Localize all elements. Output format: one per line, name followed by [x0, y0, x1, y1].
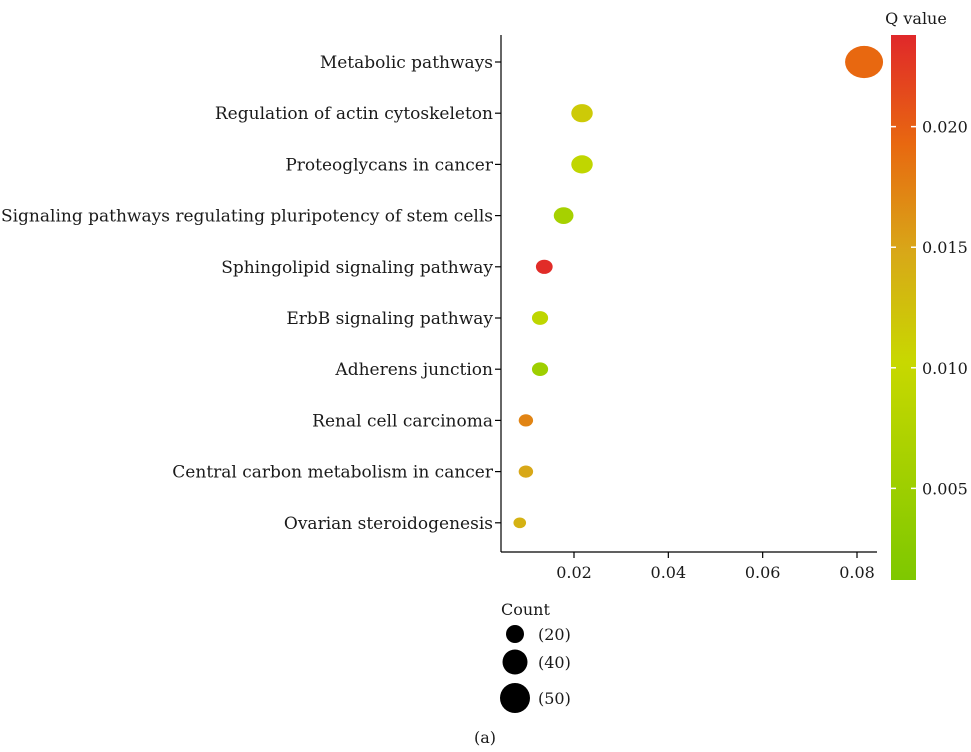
category-label: Adherens junction [334, 360, 493, 380]
data-point [845, 45, 884, 79]
size-legend-marker [500, 683, 530, 713]
category-label: Central carbon metabolism in cancer [172, 463, 494, 483]
data-point [513, 517, 527, 529]
figure-caption: (a) [474, 728, 496, 747]
x-tick-label: 0.04 [651, 563, 687, 582]
data-points [513, 45, 884, 529]
colorbar-ticks: 0.005 0.010 0.015 0.020 [891, 118, 968, 498]
colorbar-tick-label: 0.005 [922, 479, 968, 498]
size-legend-marker [506, 625, 524, 643]
data-point [518, 465, 534, 478]
x-axis-ticks: 0.02 0.04 0.06 0.08 [556, 552, 875, 582]
category-label: Ovarian steroidogenesis [284, 514, 493, 534]
x-tick-label: 0.02 [556, 563, 592, 582]
category-label: Proteoglycans in cancer [285, 155, 494, 175]
size-legend-label: (20) [538, 625, 571, 644]
category-labels: Metabolic pathways Regulation of actin cy… [1, 53, 494, 534]
data-point [518, 414, 534, 427]
size-legend: (20) (40) (50) [500, 625, 571, 713]
colorbar-tick-label: 0.010 [922, 359, 968, 378]
category-label: Metabolic pathways [320, 53, 493, 73]
size-legend-label: (40) [538, 653, 571, 672]
size-legend-label: (50) [538, 689, 571, 708]
size-legend-title: Count [501, 600, 550, 619]
size-legend-marker [502, 649, 528, 675]
data-point [571, 104, 593, 123]
data-point [531, 311, 549, 325]
data-point [571, 155, 593, 174]
category-label: Signaling pathways regulating pluripoten… [1, 207, 493, 227]
colorbar-title: Q value [885, 9, 947, 28]
colorbar-tick-label: 0.015 [922, 238, 968, 257]
colorbar [891, 35, 916, 580]
data-point [553, 207, 574, 224]
x-tick-label: 0.08 [839, 563, 875, 582]
data-point [531, 362, 549, 377]
data-point [535, 259, 553, 274]
x-tick-label: 0.06 [745, 563, 781, 582]
category-label: Sphingolipid signaling pathway [221, 258, 493, 278]
category-label: Regulation of actin cytoskeleton [215, 104, 493, 124]
colorbar-tick-label: 0.020 [922, 118, 968, 137]
category-label: Renal cell carcinoma [312, 411, 493, 431]
y-axis-ticks [495, 61, 501, 524]
category-label: ErbB signaling pathway [286, 309, 493, 329]
